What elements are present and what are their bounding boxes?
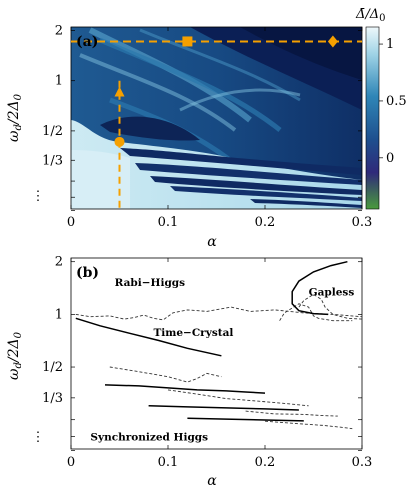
boundary-solid-line (291, 260, 348, 316)
x-tick-label: 0.2 (255, 215, 276, 230)
panel-a-ticks: 0 0.1 0.2 0.3 2 1 1/2 1/3 (42, 24, 372, 230)
panel-b-frame (70, 257, 363, 450)
panel-b-ticks: 0 0.1 0.2 0.3 2 1 1/2 1/3 (42, 255, 372, 470)
y-tick-label: 2 (55, 255, 63, 270)
colorbar-tick-label: 0.5 (386, 94, 407, 109)
x-tick-label: 0 (67, 455, 75, 470)
x-tick-label: 0.2 (255, 455, 276, 470)
marker-diamond (327, 35, 338, 48)
heatmap-image (71, 27, 362, 209)
region-label: Rabi−Higgs (115, 277, 185, 289)
y-tick-label: 1/3 (42, 153, 63, 168)
colorbar-tick-label: 0 (386, 151, 394, 166)
marker-circle (114, 136, 125, 147)
boundary-solid-line (75, 317, 222, 357)
region-label: Synchronized Higgs (90, 432, 208, 444)
region-label: Gapless (309, 287, 355, 299)
x-tick-label: 0.1 (158, 455, 179, 470)
boundary-solid-line (187, 417, 304, 422)
marker-square (182, 36, 193, 47)
x-tick-label: 0.3 (352, 455, 373, 470)
panel-b: 0 0.1 0.2 0.3 2 1 1/2 1/3 Rabi−Higgs Gapless Time… (6, 255, 372, 488)
panel-b-label: (b) (76, 265, 99, 281)
x-tick-label: 0.3 (352, 215, 373, 230)
panel-a: 0 0.1 0.2 0.3 2 1 1/2 1/3 (a) α ωd/2Δ0 ⋮ 1 0.5 0 … (6, 7, 407, 250)
panel-b-y-ellipsis: ⋮ (32, 430, 45, 445)
y-tick-label: 1 (55, 307, 63, 322)
panel-b-lines (75, 260, 363, 430)
x-tick-label: 0.1 (158, 215, 179, 230)
boundary-solid-line (104, 384, 266, 394)
boundary-solid-line (148, 405, 299, 411)
y-tick-label: 2 (55, 24, 63, 39)
colorbar-ticks: 10.50 (379, 37, 407, 166)
marker-triangle (114, 86, 125, 97)
colorbar (365, 26, 380, 210)
panel-b-xlabel: α (207, 473, 217, 488)
y-tick-label: 1/3 (42, 391, 63, 406)
boundary-dashed-line (279, 303, 353, 322)
y-tick-label: 1/2 (42, 124, 63, 139)
region-label: Time−Crystal (153, 327, 233, 339)
panel-a-ylabel: ωd/2Δ0 (6, 93, 24, 142)
y-tick-label: 1/2 (42, 360, 63, 375)
boundary-dashed-line (245, 410, 338, 417)
x-tick-label: 0 (67, 215, 75, 230)
boundary-dashed-line (167, 389, 309, 407)
boundary-dashed-line (264, 420, 353, 430)
colorbar-tick-label: 1 (386, 37, 394, 52)
boundary-dashed-line (298, 293, 363, 320)
panel-a-frame (70, 26, 363, 210)
panel-b-regions: Rabi−Higgs Gapless Time−Crystal Synchronize… (90, 277, 354, 443)
panel-a-overlay (71, 35, 362, 209)
colorbar-label: Δ̄/Δ0 (355, 7, 386, 24)
panel-a-xlabel: α (207, 234, 217, 250)
boundary-dashed-line (75, 306, 363, 321)
panel-a-y-ellipsis: ⋮ (32, 189, 45, 204)
y-tick-label: 1 (55, 74, 63, 89)
panel-b-ylabel: ωd/2Δ0 (6, 331, 24, 380)
panel-a-label: (a) (76, 34, 98, 50)
boundary-dashed-line (109, 366, 222, 383)
